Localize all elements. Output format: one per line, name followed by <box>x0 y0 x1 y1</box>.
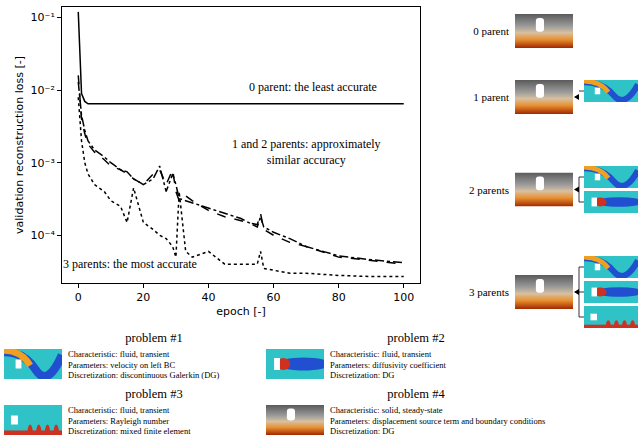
svg-text:validation reconstruction loss: validation reconstruction loss [-] <box>13 56 26 234</box>
svg-text:40: 40 <box>201 291 215 304</box>
svg-text:Characteristic: fluid, transie: Characteristic: fluid, transient <box>330 349 432 359</box>
svg-text:80: 80 <box>332 291 346 304</box>
svg-text:20: 20 <box>136 291 150 304</box>
svg-text:Parameters: diffusivity coeffi: Parameters: diffusivity coefficient <box>330 360 446 370</box>
svg-text:Parameters: Rayleigh number: Parameters: Rayleigh number <box>68 416 169 426</box>
svg-text:problem #1: problem #1 <box>125 331 182 345</box>
svg-text:10⁻²: 10⁻² <box>31 84 55 97</box>
svg-text:10⁻³: 10⁻³ <box>31 157 55 170</box>
svg-text:2 parents: 2 parents <box>469 184 509 196</box>
svg-text:0: 0 <box>75 291 82 304</box>
svg-text:60: 60 <box>267 291 281 304</box>
svg-text:epoch [-]: epoch [-] <box>216 305 266 318</box>
svg-text:Parameters: velocity on left B: Parameters: velocity on left BC <box>68 360 175 370</box>
svg-text:Discretization: DG: Discretization: DG <box>330 426 394 436</box>
svg-text:Parameters: displacement sourc: Parameters: displacement source term and… <box>330 416 545 426</box>
svg-text:Characteristic: fluid, transie: Characteristic: fluid, transient <box>68 405 170 415</box>
svg-text:10⁻⁴: 10⁻⁴ <box>31 229 56 242</box>
svg-text:100: 100 <box>393 291 414 304</box>
svg-text:Characteristic: fluid, transie: Characteristic: fluid, transient <box>68 349 170 359</box>
svg-text:Discretization: discontinuous: Discretization: discontinuous Galerkin (… <box>68 370 219 380</box>
svg-text:Discretization: mixed finite e: Discretization: mixed finite element <box>68 426 191 436</box>
svg-text:problem #4: problem #4 <box>387 387 445 401</box>
svg-text:0 parent: 0 parent <box>473 25 509 37</box>
svg-text:0 parent: the least accurate: 0 parent: the least accurate <box>249 80 377 94</box>
svg-text:3 parents: the most accurate: 3 parents: the most accurate <box>63 257 197 271</box>
svg-text:3 parents: 3 parents <box>469 286 509 298</box>
svg-text:10⁻¹: 10⁻¹ <box>31 11 55 24</box>
svg-text:1 parent: 1 parent <box>473 91 509 103</box>
svg-text:problem #3: problem #3 <box>125 387 182 401</box>
svg-text:Discretization: DG: Discretization: DG <box>330 370 394 380</box>
svg-text:problem #2: problem #2 <box>387 331 444 345</box>
svg-text:1 and 2 parents: approximately: 1 and 2 parents: approximatelysimilar ac… <box>232 137 381 167</box>
svg-text:Characteristic: solid, steady-: Characteristic: solid, steady-state <box>330 405 443 415</box>
